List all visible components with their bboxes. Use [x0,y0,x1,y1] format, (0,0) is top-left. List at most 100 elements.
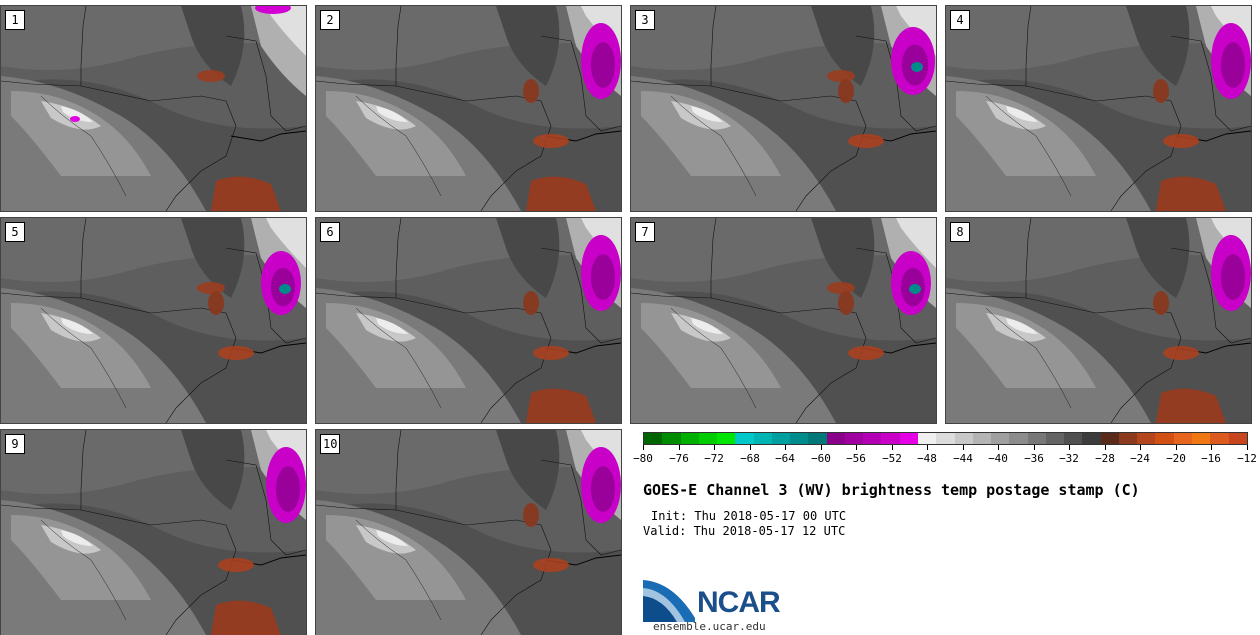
colorbar-tick [750,445,751,450]
colorbar-segment [972,433,992,444]
colorbar-tick-label: −76 [669,452,689,465]
colorbar-tick-label: −28 [1095,452,1115,465]
colorbar-segment [808,433,827,444]
postage-stamp-panel: 2 [315,5,622,212]
colorbar-segment [1064,433,1083,444]
postage-stamp-panel: 3 [630,5,937,212]
colorbar-tick [1105,445,1106,450]
colorbar-segment [826,433,845,444]
colorbar-segment [991,433,1010,444]
colorbar-segment [1191,433,1211,444]
colorbar-tick-label: −72 [704,452,724,465]
colorbar-segment [735,433,754,444]
colorbar-tick [1034,445,1035,450]
colorbar-segment [1173,433,1192,444]
colorbar-segment [881,433,900,444]
colorbar-segment [1082,433,1101,444]
colorbar-tick-label: −12 [1237,452,1257,465]
ncar-logo-text: NCAR [697,586,781,619]
water-vapor-map [631,6,936,211]
colorbar-tick [892,445,893,450]
colorbar-tick [998,445,999,450]
colorbar-tick-label: −24 [1130,452,1150,465]
colorbar-tick [821,445,822,450]
colorbar-segment [698,433,718,444]
colorbar-segment [1228,433,1247,444]
colorbar-segment [899,433,918,444]
postage-stamp-panel: 8 [945,217,1252,424]
water-vapor-map [946,6,1251,211]
colorbar-segment [644,433,663,444]
valid-time: Valid: Thu 2018-05-17 12 UTC [643,524,846,538]
colorbar-segment [1210,433,1229,444]
colorbar-tick [1247,445,1248,450]
colorbar-segment [771,433,791,444]
colorbar-segment [863,433,882,444]
colorbar-tick-label: −36 [1024,452,1044,465]
colorbar-tick [1140,445,1141,450]
water-vapor-map [316,430,621,635]
water-vapor-map [1,6,306,211]
colorbar-tick [643,445,644,450]
postage-stamp-panel: 1 [0,5,307,212]
ncar-logo-icon [643,580,695,622]
colorbar-segment [1118,433,1138,444]
water-vapor-map [946,218,1251,423]
colorbar [643,432,1248,445]
water-vapor-map [1,430,306,635]
colorbar-tick-label: −52 [882,452,902,465]
panel-number-label: 4 [950,10,970,30]
colorbar-segment [1100,433,1119,444]
colorbar-segment [1027,433,1046,444]
colorbar-segment [717,433,736,444]
colorbar-segment [917,433,937,444]
colorbar-segment [662,433,681,444]
colorbar-tick-label: −32 [1059,452,1079,465]
colorbar-tick-label: −48 [917,452,937,465]
water-vapor-map [316,218,621,423]
colorbar-segment [790,433,809,444]
colorbar-tick [714,445,715,450]
colorbar-tick [1211,445,1212,450]
panel-number-label: 5 [5,222,25,242]
colorbar-segment [1045,433,1065,444]
colorbar-tick-label: −68 [740,452,760,465]
colorbar-tick [1069,445,1070,450]
colorbar-segment [1155,433,1174,444]
colorbar-segment [936,433,955,444]
colorbar-tick-label: −44 [953,452,973,465]
postage-stamp-panel: 5 [0,217,307,424]
water-vapor-map [1,218,306,423]
postage-stamp-panel: 7 [630,217,937,424]
panel-number-label: 7 [635,222,655,242]
postage-stamp-panel: 4 [945,5,1252,212]
panel-number-label: 3 [635,10,655,30]
panel-number-label: 8 [950,222,970,242]
panel-number-label: 10 [320,434,341,454]
colorbar-tick [679,445,680,450]
colorbar-tick-label: −60 [811,452,831,465]
colorbar-tick-label: −80 [633,452,653,465]
colorbar-segment [753,433,772,444]
panel-number-label: 2 [320,10,340,30]
colorbar-tick [856,445,857,450]
water-vapor-map [631,218,936,423]
colorbar-tick-label: −16 [1201,452,1221,465]
colorbar-tick [927,445,928,450]
colorbar-tick-label: −20 [1166,452,1186,465]
site-url: ensemble.ucar.edu [653,620,766,633]
panel-number-label: 6 [320,222,340,242]
postage-stamp-panel: 6 [315,217,622,424]
colorbar-segment [844,433,864,444]
colorbar-ticks: −80 −76 −72 −68 −64 −60 −56 −52 −48 −44 −40 −36 −32 −… [633,445,1257,465]
colorbar-tick-label: −56 [846,452,866,465]
colorbar-tick-label: −40 [988,452,1008,465]
colorbar-segment [680,433,699,444]
postage-stamp-panel: 9 [0,429,307,635]
colorbar-segment [954,433,973,444]
colorbar-tick [1176,445,1177,450]
colorbar-segment [1009,433,1028,444]
panel-number-label: 9 [5,434,25,454]
colorbar-tick [785,445,786,450]
panel-number-label: 1 [5,10,25,30]
